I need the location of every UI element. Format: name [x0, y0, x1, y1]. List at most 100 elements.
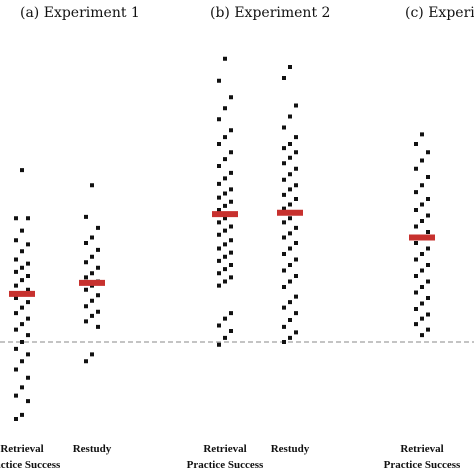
data-point [223, 56, 227, 61]
data-point [229, 238, 233, 243]
data-point [294, 166, 298, 171]
data-point [217, 208, 221, 212]
data-point [414, 290, 418, 295]
data-point [420, 268, 424, 273]
data-point [288, 279, 292, 284]
data-point [223, 157, 227, 162]
data-point [20, 305, 24, 310]
data-point [84, 214, 88, 219]
data-point [26, 375, 30, 380]
data-point [288, 142, 292, 146]
data-point [26, 352, 30, 357]
data-point [26, 287, 30, 292]
data-point [14, 216, 18, 221]
data-point [282, 206, 286, 211]
data-point [14, 269, 18, 274]
data-point [294, 183, 298, 188]
data-point [84, 304, 88, 309]
category-label: Retrieval [400, 443, 443, 455]
data-point [217, 195, 221, 200]
data-point [282, 324, 286, 329]
data-point [96, 309, 100, 314]
mean-bar [277, 209, 303, 216]
data-point [14, 238, 18, 243]
data-point [229, 150, 233, 155]
data-point [282, 161, 286, 166]
data-point [217, 271, 221, 276]
data-point [90, 313, 94, 318]
data-point [288, 335, 292, 340]
data-point [229, 263, 233, 267]
data-point [414, 322, 418, 327]
data-point [420, 285, 424, 289]
data-point [282, 76, 286, 80]
data-point [420, 132, 424, 137]
data-point [96, 225, 100, 230]
data-point [288, 318, 292, 322]
data-point [217, 78, 221, 83]
data-point [282, 235, 286, 240]
data-point [217, 283, 221, 288]
data-point [26, 316, 30, 321]
data-point [294, 311, 298, 316]
data-point [414, 142, 418, 146]
data-point [426, 312, 430, 317]
data-point [84, 275, 88, 280]
data-point [288, 231, 292, 236]
data-point [288, 65, 292, 69]
data-point [229, 170, 233, 175]
data-point [14, 311, 18, 316]
data-point [282, 268, 286, 273]
data-point [223, 316, 227, 321]
data-point [229, 128, 233, 133]
data-point [217, 181, 221, 186]
data-point [288, 155, 292, 160]
data-point [426, 279, 430, 284]
data-point [223, 106, 227, 111]
data-point [20, 322, 24, 327]
data-point [420, 219, 424, 223]
data-point [426, 296, 430, 300]
panel-title: (c) Experim [405, 5, 474, 21]
mean-bar [409, 234, 435, 241]
data-point [426, 263, 430, 267]
data-point [229, 311, 233, 316]
data-point [294, 330, 298, 335]
data-point [14, 367, 18, 372]
data-point [420, 333, 424, 338]
data-point [426, 175, 430, 179]
data-point [426, 150, 430, 155]
data-point [14, 296, 18, 300]
data-point [217, 164, 221, 168]
data-point [90, 235, 94, 240]
data-point [282, 146, 286, 151]
data-point [414, 274, 418, 278]
data-point [20, 278, 24, 283]
data-point [84, 359, 88, 364]
data-point [426, 327, 430, 332]
data-point [229, 275, 233, 280]
data-point [90, 254, 94, 259]
data-point [14, 346, 18, 351]
data-point [282, 285, 286, 289]
data-point [426, 213, 430, 218]
data-point [420, 316, 424, 321]
data-point [282, 177, 286, 182]
panel-title: (b) Experiment 2 [210, 5, 330, 21]
data-point [288, 202, 292, 207]
category-label: Practice Success [384, 459, 461, 471]
data-point [14, 393, 18, 398]
data-point [223, 267, 227, 272]
mean-bar [9, 290, 35, 297]
data-point [26, 261, 30, 266]
data-point [282, 220, 286, 225]
data-point [420, 301, 424, 306]
data-point [217, 246, 221, 251]
data-point [217, 232, 221, 237]
data-point [14, 327, 18, 332]
data-point [294, 103, 298, 108]
data-point [26, 300, 30, 305]
data-point [294, 135, 298, 140]
data-point [84, 319, 88, 324]
data-point [20, 359, 24, 364]
